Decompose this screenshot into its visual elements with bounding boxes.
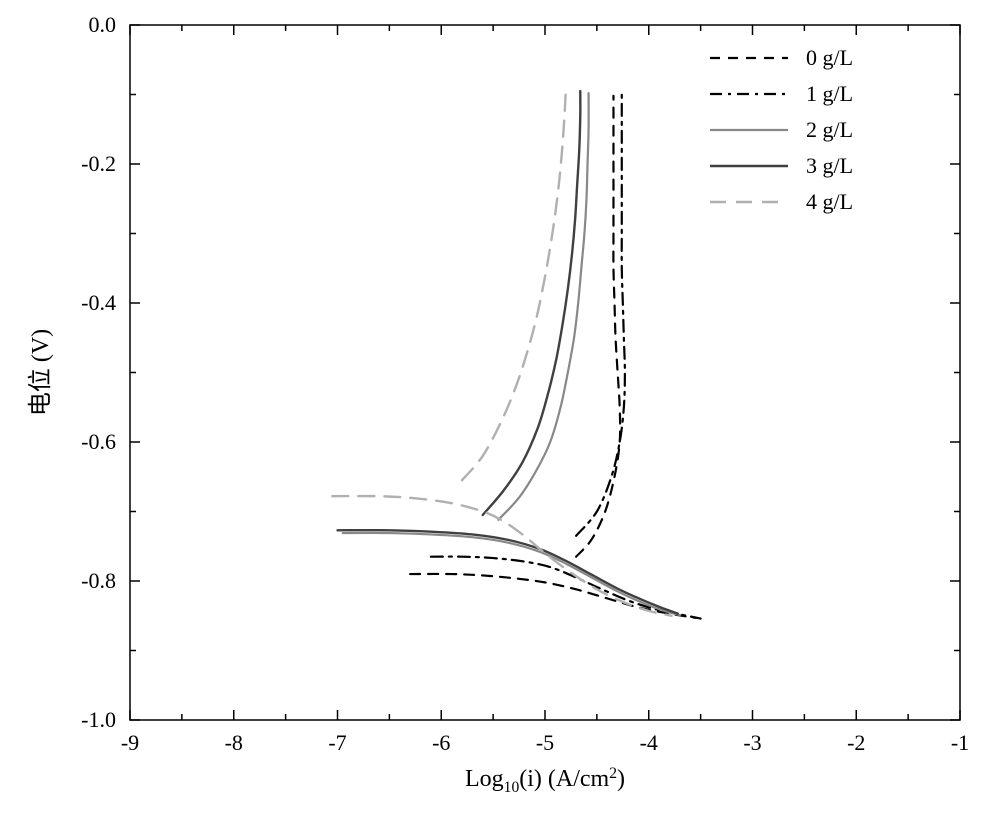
legend-label-s2: 2 g/L bbox=[806, 117, 853, 142]
series-s1-anodic bbox=[576, 95, 625, 536]
x-tick-label: -9 bbox=[121, 730, 139, 755]
y-tick-label: -0.6 bbox=[81, 429, 116, 454]
legend-label-s1: 1 g/L bbox=[806, 81, 853, 106]
x-tick-label: -1 bbox=[951, 730, 969, 755]
x-tick-label: -4 bbox=[640, 730, 658, 755]
y-tick-label: -0.2 bbox=[81, 151, 116, 176]
x-tick-label: -6 bbox=[432, 730, 450, 755]
series-s2-anodic bbox=[498, 93, 588, 520]
y-tick-label: -1.0 bbox=[81, 707, 116, 732]
legend-label-s4: 4 g/L bbox=[806, 189, 853, 214]
x-axis-title: Log10(i) (A/cm2) bbox=[465, 765, 625, 796]
y-tick-label: -0.4 bbox=[81, 290, 116, 315]
x-tick-label: -7 bbox=[328, 730, 346, 755]
y-tick-label: 0.0 bbox=[89, 12, 117, 37]
x-tick-label: -5 bbox=[536, 730, 554, 755]
series-s3-anodic bbox=[483, 91, 581, 515]
tafel-plot: -9 -8 -7 -6 -5 -4 -3 -2 -1 -1.0 -0.8 -0.6 -0.4 -0.2 0.… bbox=[0, 0, 1000, 840]
legend-label-s3: 3 g/L bbox=[806, 153, 853, 178]
series-s2-cathodic bbox=[343, 533, 680, 615]
y-axis-title: 电位 (V) bbox=[27, 329, 54, 416]
x-tick-label: -3 bbox=[743, 730, 761, 755]
series-s0-anodic bbox=[576, 96, 620, 557]
x-tick-label: -2 bbox=[847, 730, 865, 755]
series-s4-anodic bbox=[462, 91, 566, 480]
y-tick-label: -0.8 bbox=[81, 568, 116, 593]
x-tick-label: -8 bbox=[225, 730, 243, 755]
legend-label-s0: 0 g/L bbox=[806, 45, 853, 70]
